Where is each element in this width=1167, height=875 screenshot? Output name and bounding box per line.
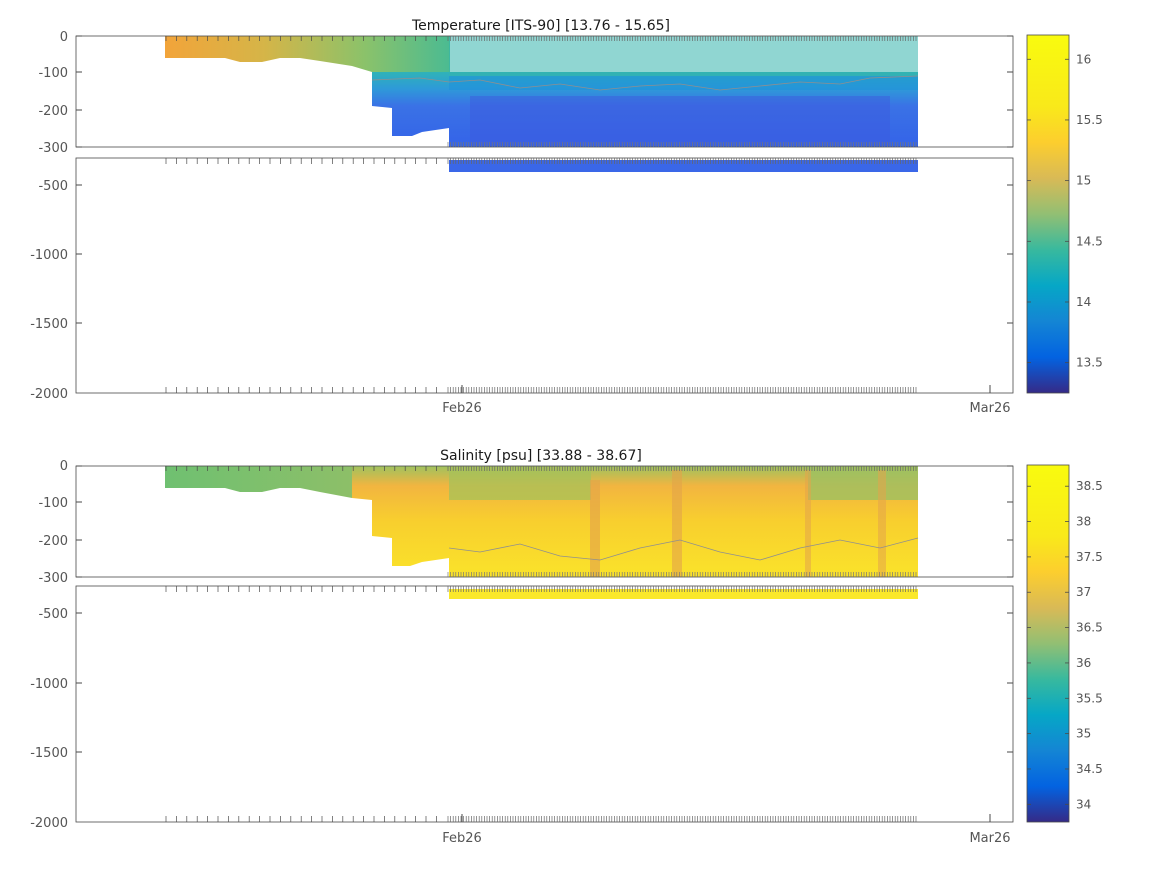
temperature-thermocline — [449, 76, 918, 90]
colorbar-tick-label: 16 — [1076, 52, 1091, 66]
temperature-xtick: Mar26 — [969, 401, 1010, 416]
temperature-title: Temperature [ITS-90] [13.76 - 15.65] — [411, 18, 670, 34]
temperature-ytick: -1500 — [30, 317, 68, 332]
salinity-yaxis-upper: 0 -100 -200 -300 — [38, 459, 1013, 586]
colorbar-tick-label: 38.5 — [1076, 479, 1103, 493]
temperature-profile-ticks-upper — [165, 36, 917, 147]
salinity-profile-ticks-lower-top — [165, 586, 917, 592]
salinity-profile-ticks-bottom — [165, 816, 917, 822]
temperature-xtick: Feb26 — [442, 401, 482, 416]
salinity-ytick: -1000 — [30, 677, 68, 692]
temperature-field-lower — [449, 160, 918, 172]
temperature-field-upper — [165, 36, 919, 147]
salinity-panel: Salinity [psu] [33.88 - 38.67] 0 — [30, 448, 1103, 846]
salinity-profile-ticks-upper — [165, 466, 917, 577]
salinity-ytick: -300 — [38, 571, 68, 586]
temperature-ytick: -500 — [38, 179, 68, 194]
temperature-yaxis-upper: 0 -100 -200 -300 — [38, 30, 1013, 156]
salinity-ytick: -200 — [38, 534, 68, 549]
salinity-band — [672, 470, 682, 577]
temperature-field-deep — [372, 72, 918, 147]
salinity-mixed-layer — [808, 466, 918, 500]
salinity-ytick: -2000 — [30, 816, 68, 831]
salinity-axes-lower — [75, 585, 1014, 823]
temperature-ytick: -300 — [38, 141, 68, 156]
salinity-band — [590, 480, 600, 577]
salinity-title: Salinity [psu] [33.88 - 38.67] — [440, 448, 642, 464]
salinity-field-upper — [165, 466, 919, 577]
temperature-panel: Temperature [ITS-90] [13.76 - 15.65] — [30, 18, 1103, 416]
salinity-ytick: -100 — [38, 496, 68, 511]
colorbar-tick-label: 36 — [1076, 656, 1091, 670]
colorbar-tick-label: 34.5 — [1076, 762, 1103, 776]
temperature-colorbar: 13.5 14 14.5 15 15.5 16 — [1026, 34, 1103, 394]
colorbar-tick-label: 37 — [1076, 585, 1091, 599]
temperature-ytick: -100 — [38, 66, 68, 81]
temperature-field-shallow — [165, 36, 450, 72]
salinity-yaxis-lower: -500 -1000 -1500 -2000 — [30, 607, 1013, 831]
salinity-isohaline — [448, 537, 919, 561]
colorbar-tick-label: 35.5 — [1076, 691, 1103, 705]
salinity-xaxis: Feb26 Mar26 — [442, 814, 1011, 846]
salinity-field-shallow — [165, 466, 352, 498]
salinity-colorbar: 34 34.5 35 35.5 36 36.5 37 37.5 38 38.5 — [1026, 464, 1103, 823]
salinity-ytick: -500 — [38, 607, 68, 622]
salinity-xtick: Mar26 — [969, 831, 1010, 846]
temperature-yaxis-lower: -500 -1000 -1500 -2000 — [30, 179, 1013, 402]
salinity-ytick: 0 — [60, 459, 68, 474]
colorbar-tick-label: 34 — [1076, 797, 1091, 811]
colorbar-tick-label: 15.5 — [1076, 113, 1103, 127]
colorbar-tick-label: 35 — [1076, 727, 1091, 741]
salinity-band — [878, 470, 886, 577]
temperature-axes-lower — [75, 157, 1014, 394]
colorbar-tick-label: 15 — [1076, 174, 1091, 188]
colorbar-tick-label: 14 — [1076, 295, 1091, 309]
temperature-ytick: -200 — [38, 104, 68, 119]
temperature-profile-ticks-bottom — [165, 387, 917, 393]
salinity-xtick: Feb26 — [442, 831, 482, 846]
colorbar-tick-label: 13.5 — [1076, 356, 1103, 370]
colorbar-tick-label: 37.5 — [1076, 550, 1103, 564]
temperature-xaxis: Feb26 Mar26 — [442, 385, 1011, 416]
salinity-field-lower — [449, 589, 918, 599]
temperature-ytick: 0 — [60, 30, 68, 45]
temperature-cold-core — [470, 96, 890, 146]
salinity-mixed-layer — [449, 466, 591, 500]
colorbar-tick-label: 36.5 — [1076, 621, 1103, 635]
salinity-band — [805, 470, 811, 577]
temperature-ytick: -1000 — [30, 248, 68, 263]
temperature-ytick: -2000 — [30, 387, 68, 402]
temperature-mixed-layer — [449, 36, 918, 76]
colorbar-tick-label: 14.5 — [1076, 234, 1103, 248]
temperature-isotherm — [371, 75, 919, 91]
temperature-profile-ticks-lower-top — [165, 158, 917, 164]
salinity-ytick: -1500 — [30, 746, 68, 761]
colorbar-tick-label: 38 — [1076, 515, 1091, 529]
